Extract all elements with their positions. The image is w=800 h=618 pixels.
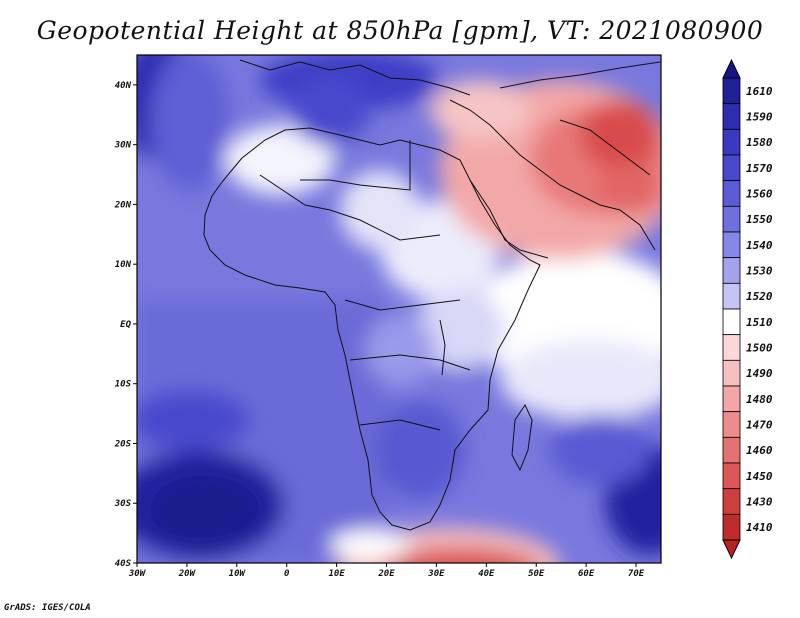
legend-swatch (722, 257, 741, 284)
legend-swatch (722, 103, 741, 130)
y-tick-label: 40N (115, 81, 132, 91)
y-tick-label: 20N (114, 200, 132, 210)
coastlines (203, 59, 661, 531)
y-tick-label: EQ (120, 320, 131, 330)
legend-label: 1530 (746, 265, 773, 278)
legend-label: 1480 (746, 393, 773, 406)
x-tick-label: 0 (284, 569, 290, 579)
y-tick-label: 10N (115, 260, 132, 270)
legend-swatch (722, 513, 741, 541)
legend-label: 1430 (746, 496, 773, 509)
legend-swatch (722, 231, 741, 259)
color-legend: 1610 1590 1580 1570 1560 1550 1540 1530 1520 1510… (722, 58, 773, 560)
y-tick-label: 30N (114, 141, 132, 151)
x-tick-label: 20E (377, 569, 395, 579)
legend-swatch (722, 154, 741, 182)
legend-swatch (722, 334, 741, 361)
legend-label: 1610 (746, 85, 773, 98)
legend-label: 1500 (746, 342, 773, 355)
plot-frame (136, 54, 662, 564)
legend-swatch (722, 436, 741, 464)
legend-swatch (722, 180, 741, 207)
legend-swatch (722, 359, 741, 387)
x-tick-label: 30E (427, 569, 445, 579)
legend-swatch (722, 308, 741, 336)
x-tick-label: 10W (229, 569, 247, 579)
chart-title: Geopotential Height at 850hPa [gpm], VT:… (36, 16, 764, 45)
legend-label: 1450 (746, 470, 773, 483)
legend-label: 1560 (746, 188, 773, 201)
y-axis: 40N 30N 20N 10N EQ 10S 20S 30S 40S (114, 81, 137, 569)
legend-swatch (722, 385, 741, 413)
legend-label: 1570 (746, 162, 773, 175)
legend-label: 1410 (746, 521, 773, 534)
x-tick-label: 10E (328, 569, 345, 579)
legend-arrow-top (722, 58, 741, 79)
legend-swatch (722, 128, 741, 156)
x-tick-label: 50E (528, 569, 545, 579)
legend-swatch (722, 462, 741, 490)
x-tick-label: 40E (478, 569, 495, 579)
height-field (137, 55, 661, 563)
legend-label: 1590 (746, 111, 773, 124)
legend-label: 1490 (746, 367, 773, 380)
legend-swatch (722, 77, 741, 105)
legend-label: 1520 (746, 290, 773, 303)
y-tick-label: 30S (114, 499, 132, 509)
x-tick-label: 20W (178, 569, 197, 579)
legend-label: 1510 (746, 316, 773, 329)
legend-label: 1470 (746, 419, 773, 432)
legend-label: 1580 (746, 136, 773, 149)
x-tick-label: 70E (628, 569, 645, 579)
legend-arrow-bottom (722, 539, 741, 560)
x-tick-label: 60E (578, 569, 595, 579)
x-axis: 30W 20W 10W 0 10E 20E 30E 40E 50E 60E 70E (128, 563, 645, 579)
legend-label: 1460 (746, 444, 773, 457)
legend-swatch (722, 411, 741, 438)
x-tick-label: 30W (128, 569, 147, 579)
y-tick-label: 20S (114, 439, 132, 449)
legend-swatch (722, 282, 741, 310)
y-tick-label: 10S (115, 380, 132, 390)
legend-label: 1550 (746, 213, 773, 226)
legend-label: 1540 (746, 239, 773, 252)
legend-swatch (722, 205, 741, 233)
y-tick-label: 40S (115, 559, 132, 569)
grads-credit: GrADS: IGES/COLA (4, 603, 91, 613)
legend-swatch (722, 488, 741, 515)
